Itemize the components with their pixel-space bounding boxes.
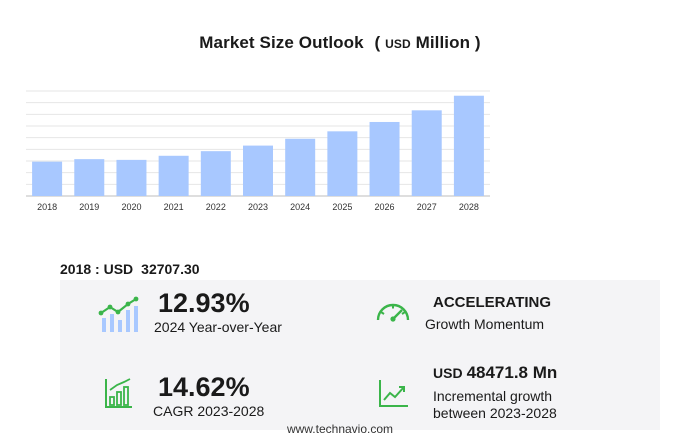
bar-2024 [285,138,316,196]
unit-prefix: USD [385,37,411,51]
incremental-label-line2: between 2023-2028 [433,405,557,421]
chart-x-ticks: 2018 2019 2020 2021 2022 2023 2024 2025 2026 2027… [37,202,479,212]
momentum-value: ACCELERATING [433,294,552,311]
bar-2018 [32,161,63,196]
x-tick-label: 2025 [332,202,352,212]
metric-momentum-label: Growth Momentum [425,316,544,333]
momentum-label: Growth Momentum [425,316,545,332]
baseline-label-text: 2018 : USD [60,261,134,277]
yoy-value: 12.93% [158,288,250,318]
x-tick-label: 2019 [79,202,99,212]
bar-2020 [116,159,147,196]
bar-2023 [243,145,273,196]
metric-cagr-label: CAGR 2023-2028 [153,403,264,420]
baseline-number: 32707.30 [141,261,200,277]
x-tick-label: 2018 [37,202,57,212]
x-tick-label: 2022 [206,202,226,212]
x-tick-label: 2026 [375,202,395,212]
x-tick-label: 2024 [290,202,310,212]
x-tick-label: 2027 [417,202,437,212]
metric-yoy-label: 2024 Year-over-Year [154,319,282,336]
bar-2028 [453,95,484,196]
chart-title: Market Size Outlook ( USD Million ) [0,33,680,53]
x-tick-label: 2021 [164,202,184,212]
line-chart-growth-icon [379,380,408,407]
unit-suffix: Million [415,33,471,52]
incremental-currency: USD [433,365,463,381]
bar-2019 [74,159,105,196]
bar-2026 [369,121,400,196]
bar-2022 [200,151,231,196]
x-tick-label: 2023 [248,202,268,212]
bar-chart: 2018 2019 2020 2021 2022 2023 2024 2025 2026 2027… [26,90,490,212]
growth-chart-icon [98,296,139,332]
x-tick-label: 2020 [121,202,141,212]
incremental-value: 48471.8 Mn [466,363,558,382]
yoy-label: 2024 Year-over-Year [154,319,282,335]
metric-momentum: ACCELERATING [433,294,551,312]
incremental-label-line1: Incremental growth [433,388,553,404]
x-tick-label: 2028 [459,202,479,212]
title-text: Market Size Outlook [199,33,364,52]
speedometer-icon [376,303,410,322]
baseline-value: 2018 : USD 32707.30 [60,261,200,277]
footer-website: www.technavio.com [286,422,394,436]
bar-chart-growth-icon [105,378,132,408]
metric-incremental: USD 48471.8 Mn [433,363,557,383]
metric-yoy: 12.93% [158,288,250,318]
title-unit: ( USD Million ) [374,33,481,52]
bar-2025 [327,131,358,196]
cagr-value: 14.62% [158,372,250,402]
chart-bars [32,95,484,196]
metrics-panel [60,280,660,430]
cagr-label: CAGR 2023-2028 [153,403,265,419]
incremental-value-line: USD 48471.8 Mn [433,363,557,383]
bar-2027 [411,110,442,196]
bar-2021 [158,155,189,196]
metric-incremental-label: Incremental growth between 2023-2028 [433,388,557,422]
metric-cagr: 14.62% [158,372,250,402]
